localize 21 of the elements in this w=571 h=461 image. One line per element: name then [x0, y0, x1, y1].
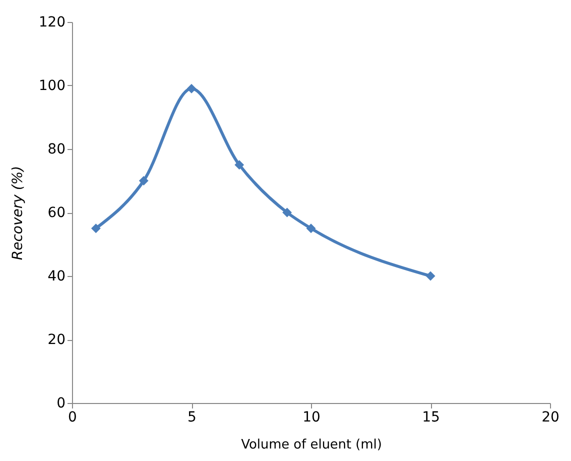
x-tick-label: 10 [302, 410, 320, 426]
point [91, 224, 101, 234]
x-tick-label: 20 [542, 410, 560, 426]
y-tick-label: 0 [56, 396, 66, 412]
x-tick-label: 5 [188, 410, 196, 426]
y-tick-label: 80 [48, 142, 66, 158]
y-tick-label: 20 [48, 332, 66, 348]
x-axis-title: Volume of eluent (ml) [241, 438, 382, 452]
x-tick-label: 15 [422, 410, 440, 426]
point [138, 176, 148, 186]
y-tick-label: 40 [48, 268, 66, 284]
y-axis-title: Recovery (%) [10, 166, 26, 260]
x-tick-label: 0 [68, 410, 77, 426]
y-tick-label: 120 [38, 14, 66, 30]
point [282, 208, 292, 218]
y-tick-label: 60 [48, 205, 66, 221]
y-tick-label: 100 [38, 78, 66, 94]
point [234, 160, 244, 170]
point [426, 271, 436, 281]
point [306, 224, 316, 234]
point [186, 84, 196, 94]
